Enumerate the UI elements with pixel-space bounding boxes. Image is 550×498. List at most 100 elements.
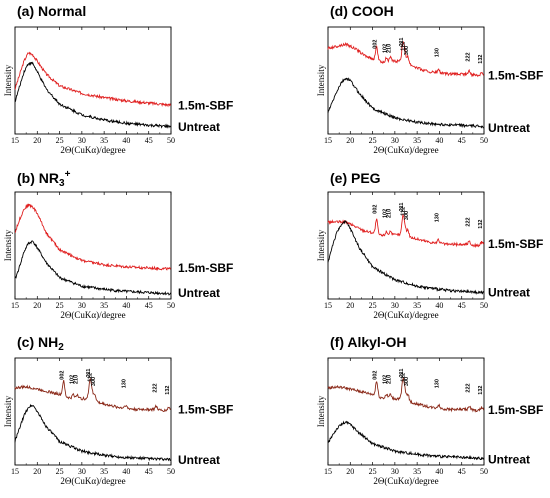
x-tick-label: 25 (369, 136, 377, 145)
series-line (327, 214, 485, 249)
x-tick-label: 50 (167, 301, 175, 310)
panel-4: (d) COOH 15 20 25 30 35 40 45 50 2Θ(CuKα)/degree I… (316, 3, 543, 155)
series-label: 1.5m-SBF (488, 68, 543, 82)
x-tick-label: 45 (145, 301, 153, 310)
peak-label: 132 (165, 386, 171, 395)
x-tick-label: 50 (167, 467, 175, 476)
peak-label: 002 (373, 40, 379, 49)
series-label: Untreat (178, 453, 220, 467)
peak-label: 210 (73, 375, 79, 384)
peak-label: 222 (465, 52, 471, 61)
x-tick-label: 25 (56, 301, 64, 310)
peak-label: 112 (401, 207, 407, 216)
x-tick-label: 45 (458, 136, 466, 145)
x-tick-label: 15 (324, 136, 332, 145)
peak-label: 130 (122, 379, 128, 388)
series-line (14, 377, 171, 413)
x-tick-label: 25 (369, 301, 377, 310)
series-line (327, 220, 484, 295)
panel-title: (e) PEG (330, 170, 381, 186)
peak-label: 102 (382, 44, 388, 53)
peak-label: 211 (399, 38, 405, 47)
panel-2: (b) NR3+ 15 20 25 30 35 40 45 50 2Θ(CuKα)/degree I… (3, 169, 233, 320)
x-axis-label: 2Θ(CuKα)/degree (373, 145, 438, 155)
peak-label: 112 (401, 42, 407, 51)
peak-label: 132 (478, 220, 484, 229)
peak-label: 300 (404, 46, 410, 55)
x-tick-label: 20 (346, 301, 354, 310)
y-axis-label: Intensity (3, 229, 13, 261)
peak-label: 132 (478, 55, 484, 64)
panel-title: (b) NR3+ (17, 169, 71, 189)
x-axis-label: 2Θ(CuKα)/degree (373, 310, 438, 320)
x-tick-label: 40 (435, 136, 443, 145)
peak-label: 002 (373, 371, 379, 380)
x-axis-label: 2Θ(CuKα)/degree (60, 476, 125, 486)
x-tick-label: 30 (78, 136, 86, 145)
series-label: 1.5m-SBF (178, 261, 233, 275)
x-tick-label: 50 (480, 467, 488, 476)
x-tick-label: 20 (33, 136, 41, 145)
x-tick-label: 45 (145, 467, 153, 476)
x-tick-label: 45 (458, 301, 466, 310)
peak-label: 300 (404, 377, 410, 386)
x-tick-label: 25 (56, 467, 64, 476)
peak-label: 130 (435, 48, 441, 57)
x-tick-label: 50 (167, 136, 175, 145)
x-tick-label: 30 (78, 301, 86, 310)
series-label: 1.5m-SBF (488, 403, 543, 417)
x-tick-label: 35 (413, 136, 421, 145)
y-axis-label: Intensity (316, 395, 326, 427)
peak-label: 130 (435, 213, 441, 222)
peak-label: 210 (386, 375, 392, 384)
peak-label: 300 (404, 211, 410, 220)
x-tick-label: 40 (435, 467, 443, 476)
x-tick-label: 40 (122, 467, 130, 476)
peak-label: 132 (478, 386, 484, 395)
x-tick-label: 35 (100, 301, 108, 310)
series-label: Untreat (178, 286, 220, 300)
peak-label: 002 (373, 205, 379, 214)
series-line (14, 51, 172, 108)
peak-label: 002 (60, 371, 66, 380)
x-axis-label: 2Θ(CuKα)/degree (373, 476, 438, 486)
peak-label: 102 (382, 375, 388, 384)
x-tick-label: 40 (122, 136, 130, 145)
x-tick-label: 30 (391, 136, 399, 145)
x-tick-label: 45 (145, 136, 153, 145)
panel-title: (d) COOH (330, 3, 394, 19)
peak-label: 210 (386, 209, 392, 218)
x-tick-label: 35 (413, 467, 421, 476)
panel-6: (f) Alkyl-OH 15 20 25 30 35 40 45 50 2Θ(CuKα)/deg… (316, 334, 543, 486)
x-tick-label: 15 (11, 136, 19, 145)
peak-label: 102 (382, 209, 388, 218)
peak-label: 300 (91, 377, 97, 386)
x-tick-label: 40 (122, 301, 130, 310)
peak-label: 222 (465, 383, 471, 392)
series-label: Untreat (488, 121, 530, 135)
x-tick-label: 35 (100, 136, 108, 145)
x-tick-label: 30 (391, 301, 399, 310)
panel-3: (c) NH2 15 20 25 30 35 40 45 50 2Θ(CuKα)/degree In… (3, 334, 233, 486)
peak-label: 112 (88, 373, 94, 382)
x-tick-label: 45 (458, 467, 466, 476)
x-tick-label: 25 (56, 136, 64, 145)
x-tick-label: 15 (324, 301, 332, 310)
x-tick-label: 20 (33, 467, 41, 476)
panel-5: (e) PEG 15 20 25 30 35 40 45 50 2Θ(CuKα)/degree In… (316, 170, 543, 320)
y-axis-label: Intensity (316, 64, 326, 96)
x-tick-label: 25 (369, 467, 377, 476)
series-line (14, 240, 172, 296)
series-line (327, 420, 485, 461)
peak-label: 211 (399, 369, 405, 378)
panel-1: (a) Normal 15 20 25 30 35 40 45 50 2Θ(CuKα)/degre… (3, 3, 233, 155)
x-tick-label: 40 (435, 301, 443, 310)
series-label: 1.5m-SBF (488, 237, 543, 251)
x-tick-label: 30 (78, 467, 86, 476)
series-line (14, 61, 172, 129)
x-tick-label: 15 (11, 301, 19, 310)
plot-frame (14, 191, 172, 300)
series-line (14, 203, 172, 271)
x-tick-label: 15 (324, 467, 332, 476)
